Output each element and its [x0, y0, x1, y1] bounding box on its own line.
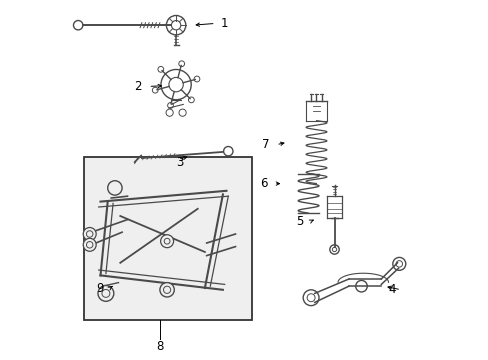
Text: 6: 6 [260, 177, 267, 190]
Text: 4: 4 [387, 283, 395, 296]
Text: 9: 9 [96, 282, 103, 294]
Circle shape [160, 235, 173, 248]
Bar [84, 157, 251, 320]
Circle shape [160, 283, 174, 297]
Text: 5: 5 [296, 215, 303, 228]
Circle shape [98, 285, 114, 301]
Text: 2: 2 [134, 80, 142, 93]
Text: 8: 8 [156, 340, 163, 353]
Circle shape [83, 238, 96, 251]
Text: 7: 7 [262, 138, 269, 151]
Text: 1: 1 [221, 17, 228, 30]
Circle shape [107, 181, 122, 195]
Circle shape [83, 228, 96, 240]
Text: 3: 3 [176, 156, 183, 169]
